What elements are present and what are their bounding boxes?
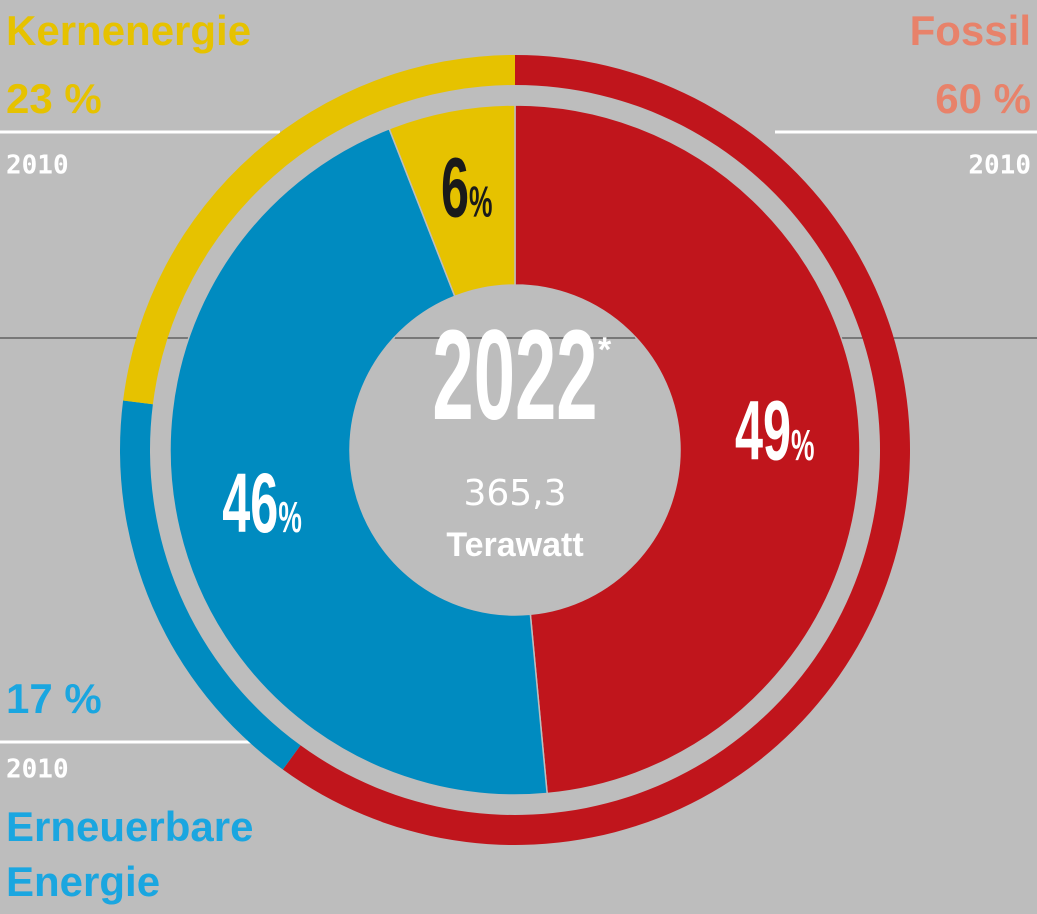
outer-value-label: 23 %	[6, 75, 102, 122]
labels: 49% 46% 6% 2022 * 365,3 Terawatt Kernenergie 23 …	[6, 7, 1031, 905]
category-label: Fossil	[910, 7, 1031, 54]
value-label: 6%	[441, 140, 492, 235]
value-label-group: 6%	[441, 140, 492, 235]
inner-slice	[169, 127, 548, 796]
center-note: *	[598, 331, 612, 369]
center-title-group: 2022	[432, 304, 597, 447]
center-unit: Terawatt	[446, 526, 583, 564]
outer-value-label: 60 %	[935, 75, 1031, 122]
value-label: 49%	[735, 384, 815, 479]
category-label: Erneuerbare Energie	[6, 803, 265, 905]
center-title: 2022	[432, 304, 597, 447]
outer-slice	[123, 55, 516, 405]
series-label: 2010	[6, 151, 69, 181]
category-label: Kernenergie	[6, 7, 251, 54]
value-label: 46%	[222, 456, 302, 551]
inner-slice	[514, 104, 861, 795]
inner-slice	[388, 104, 516, 298]
value-label-group: 49%	[735, 384, 815, 479]
value-label-group: 46%	[222, 456, 302, 551]
outer-slice	[120, 400, 301, 770]
rings	[120, 55, 911, 846]
center-total: 365,3	[463, 473, 566, 514]
series-label: 2010	[6, 755, 69, 785]
outer-value-label: 17 %	[6, 675, 102, 722]
series-label: 2010	[968, 151, 1031, 181]
